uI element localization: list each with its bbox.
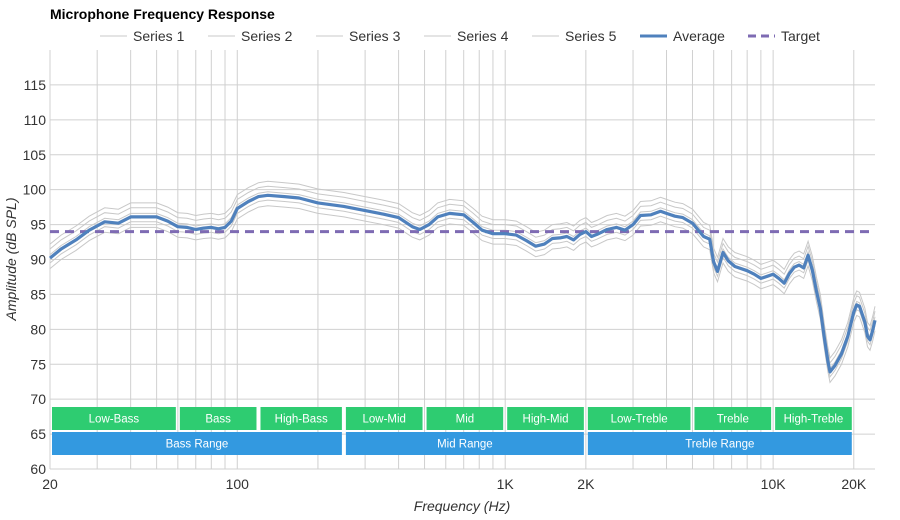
y-tick-label: 95 xyxy=(30,217,46,233)
y-tick-label: 70 xyxy=(30,391,46,407)
sub-band xyxy=(507,407,584,430)
sub-band xyxy=(426,407,504,430)
series-line-series-2 xyxy=(49,199,876,378)
x-axis-title: Frequency (Hz) xyxy=(414,498,510,514)
x-tick-label: 100 xyxy=(226,476,250,492)
x-tick-label: 20 xyxy=(42,476,58,492)
legend-label: Target xyxy=(781,28,820,44)
legend-label: Series 5 xyxy=(565,28,617,44)
y-axis-title: Amplitude (dB SPL) xyxy=(3,198,19,322)
legend-label: Series 3 xyxy=(349,28,401,44)
series-line-series-1 xyxy=(49,205,876,384)
y-tick-label: 65 xyxy=(30,426,46,442)
y-tick-label: 75 xyxy=(30,356,46,372)
frequency-bands: Low-Bass Bass High-Bass Low-Mid Mid High-Mid L… xyxy=(52,407,852,455)
sub-band xyxy=(694,407,772,430)
sub-band xyxy=(587,407,691,430)
x-tick-label: 1K xyxy=(497,476,515,492)
legend: Series 1 Series 2 Series 3 Series 4 Series 5… xyxy=(100,28,820,44)
sub-band-label: High-Bass xyxy=(275,414,328,426)
y-tick-label: 100 xyxy=(23,182,47,198)
range-band-label: Mid Range xyxy=(437,439,493,451)
y-tick-label: 80 xyxy=(30,321,46,337)
sub-band-label: High-Treble xyxy=(784,414,844,426)
sub-band-label: Bass xyxy=(205,414,231,426)
legend-label: Series 1 xyxy=(133,28,185,44)
x-tick-label: 10K xyxy=(761,476,787,492)
x-tick-label: 2K xyxy=(577,476,595,492)
x-axis-ticks: 20 100 1K 2K 10K 20K xyxy=(42,476,867,492)
y-tick-label: 110 xyxy=(24,112,47,128)
sub-band-label: Treble xyxy=(717,414,749,426)
range-band xyxy=(345,432,584,455)
grid xyxy=(49,50,875,470)
y-tick-label: 105 xyxy=(23,147,47,163)
sub-band-label: Low-Mid xyxy=(362,414,405,426)
legend-label: Series 2 xyxy=(241,28,293,44)
sub-band-label: Low-Treble xyxy=(611,414,668,426)
chart-title: Microphone Frequency Response xyxy=(50,6,275,22)
range-band xyxy=(587,432,852,455)
range-band xyxy=(52,432,342,455)
sub-band-label: Low-Bass xyxy=(89,414,140,426)
range-band-label: Treble Range xyxy=(685,439,754,451)
y-tick-label: 60 xyxy=(30,461,46,477)
series-line-series-5 xyxy=(49,180,876,360)
sub-band xyxy=(52,407,176,430)
sub-band xyxy=(345,407,423,430)
legend-label: Series 4 xyxy=(457,28,509,44)
sub-band xyxy=(179,407,257,430)
series-line-series-3 xyxy=(49,191,876,370)
sub-band xyxy=(775,407,852,430)
legend-label: Average xyxy=(673,28,725,44)
series-lines xyxy=(48,180,877,384)
x-tick-label: 20K xyxy=(841,476,867,492)
y-tick-label: 85 xyxy=(30,286,46,302)
sub-band-label: Mid xyxy=(456,414,475,426)
range-band-label: Bass Range xyxy=(166,439,229,451)
y-tick-label: 90 xyxy=(30,252,46,268)
y-tick-label: 115 xyxy=(24,77,47,93)
average-line xyxy=(48,193,877,374)
sub-band-label: High-Mid xyxy=(523,414,569,426)
sub-band xyxy=(260,407,342,430)
y-axis-ticks: 60 65 70 75 80 85 90 95 100 105 110 115 xyxy=(23,77,47,477)
series-line-series-4 xyxy=(49,185,876,365)
